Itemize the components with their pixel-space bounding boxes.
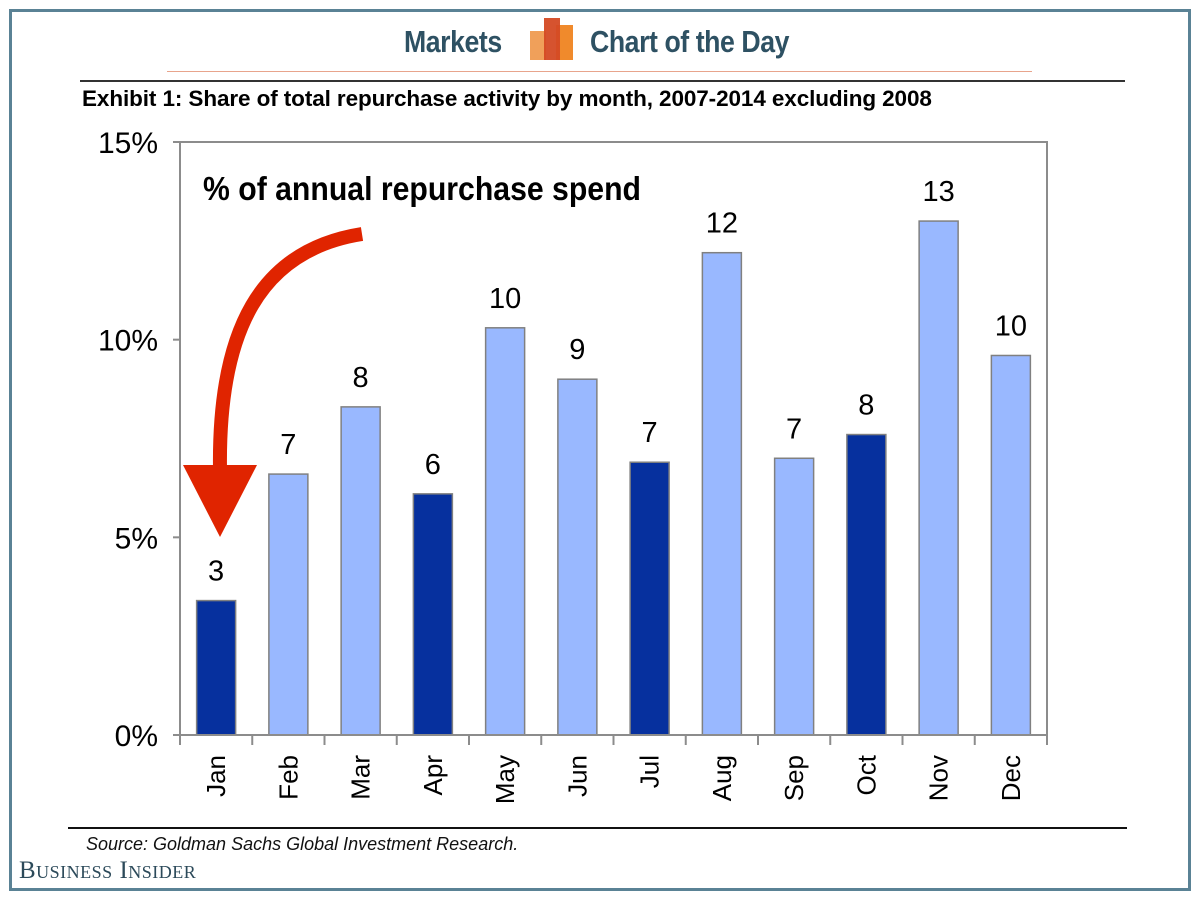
x-tick-labels-group: Jan Feb Mar Apr May Jun Jul Aug Sep Oct Nov Dec xyxy=(201,754,1026,804)
y-tick-labels-group: 0% 5% 10% 15% xyxy=(98,127,158,753)
bar-dec xyxy=(990,354,1032,736)
data-label-mar: 8 xyxy=(353,362,369,394)
business-insider-logo: Business Insider xyxy=(19,857,197,884)
header-divider xyxy=(167,71,1032,72)
data-label-oct: 8 xyxy=(858,390,874,422)
bar-mar xyxy=(340,406,381,736)
data-label-may: 10 xyxy=(489,283,521,315)
y-tick-label: 5% xyxy=(115,522,158,555)
data-label-jul: 7 xyxy=(642,417,658,449)
exhibit-title: Exhibit 1: Share of total repurchase act… xyxy=(82,86,932,111)
bar-aug xyxy=(701,251,743,736)
data-label-feb: 7 xyxy=(280,429,296,461)
x-tick-label-mar: Mar xyxy=(346,755,376,800)
data-label-nov: 13 xyxy=(922,176,954,208)
x-tick-label-feb: Feb xyxy=(273,755,303,800)
inset-label: % of annual repurchase spend xyxy=(203,170,641,207)
data-label-jan: 3 xyxy=(208,556,224,588)
bar-may xyxy=(484,327,526,736)
markets-label: Markets xyxy=(404,24,502,59)
y-tick-label: 10% xyxy=(98,325,158,358)
x-tick-label-apr: Apr xyxy=(418,755,448,796)
source-note: Source: Goldman Sachs Global Investment … xyxy=(86,834,519,854)
data-label-sep: 7 xyxy=(786,413,802,445)
header: Markets Chart of the Day xyxy=(0,0,1200,80)
x-tick-label-sep: Sep xyxy=(779,755,809,801)
logo-bar-left xyxy=(530,31,546,60)
title-divider xyxy=(80,80,1125,82)
outer-frame xyxy=(9,9,1191,891)
data-label-jun: 9 xyxy=(569,334,585,366)
x-tick-label-jul: Jul xyxy=(635,755,665,788)
y-tick-label: 15% xyxy=(98,127,158,160)
x-tick-label-jan: Jan xyxy=(201,755,231,797)
arrow-head xyxy=(183,465,257,537)
arrow-shaft xyxy=(212,227,364,471)
source-divider xyxy=(68,827,1127,829)
data-label-aug: 12 xyxy=(706,208,738,240)
bar-chart-icon xyxy=(530,18,573,60)
chart-of-the-day-label: Chart of the Day xyxy=(590,24,790,59)
bar-jan xyxy=(195,599,237,736)
x-tick-label-aug: Aug xyxy=(707,755,737,801)
bar-jun xyxy=(557,378,598,736)
x-tick-label-may: May xyxy=(490,755,520,804)
x-tick-label-dec: Dec xyxy=(996,755,1026,801)
annotation-arrow-icon xyxy=(183,227,364,537)
x-tick-label-jun: Jun xyxy=(562,755,592,797)
bar-sep xyxy=(773,457,815,736)
data-label-apr: 6 xyxy=(425,449,441,481)
bar-feb xyxy=(268,473,309,736)
x-tick-label-oct: Oct xyxy=(851,754,881,795)
bar-jul xyxy=(629,461,670,736)
y-tick-label: 0% xyxy=(115,720,158,753)
logo-bar-right xyxy=(556,25,573,60)
data-labels-group: 3 7 8 6 10 9 7 12 7 8 13 10 xyxy=(208,176,1027,588)
axes-group xyxy=(173,141,1048,745)
bar-oct xyxy=(846,433,887,736)
bar-apr xyxy=(412,493,454,736)
plot-area xyxy=(179,141,1048,736)
x-tick-label-nov: Nov xyxy=(924,755,954,801)
logo-bar-middle xyxy=(544,18,560,60)
bars-group xyxy=(195,220,1032,736)
bar-nov xyxy=(918,220,959,736)
data-label-dec: 10 xyxy=(995,310,1027,342)
